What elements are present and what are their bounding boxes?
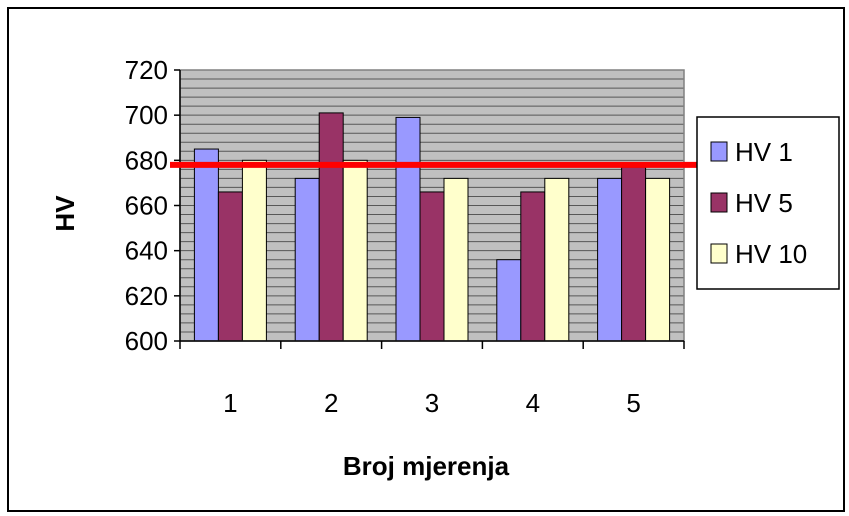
legend-label: HV 5 <box>735 188 793 218</box>
y-tick-label: 720 <box>125 55 168 85</box>
bar <box>645 177 671 342</box>
x-tick-label: 4 <box>526 388 540 418</box>
x-tick-label: 3 <box>425 388 439 418</box>
bar <box>241 159 267 342</box>
legend-swatch <box>710 192 728 213</box>
legend-swatch <box>710 243 728 264</box>
axes <box>174 69 685 349</box>
x-tick-label: 5 <box>626 388 640 418</box>
legend-label: HV 10 <box>735 239 807 269</box>
y-tick-label: 600 <box>125 326 168 356</box>
y-tick-label: 620 <box>125 281 168 311</box>
bar <box>294 177 320 342</box>
y-tick-labels: 600 620 640 660 680 700 720 <box>125 55 168 356</box>
bar <box>193 148 219 342</box>
bar <box>342 159 368 342</box>
bar <box>621 166 647 342</box>
bar <box>597 177 623 342</box>
bar <box>443 177 469 342</box>
bar <box>419 191 445 342</box>
bars <box>193 112 671 342</box>
legend-swatch <box>710 141 728 162</box>
bar <box>318 112 344 342</box>
bar <box>395 116 421 342</box>
x-tick-label: 1 <box>223 388 237 418</box>
y-axis-title: HV <box>50 195 80 232</box>
x-tick-labels: 1 2 3 4 5 <box>223 388 641 418</box>
y-tick-label: 640 <box>125 236 168 266</box>
legend-label: HV 1 <box>735 137 793 167</box>
y-tick-label: 660 <box>125 191 168 221</box>
y-tick-label: 680 <box>125 145 168 175</box>
bar <box>496 259 522 342</box>
bar <box>520 191 546 342</box>
y-tick-label: 700 <box>125 100 168 130</box>
x-axis-title: Broj mjerenja <box>343 451 510 481</box>
bar <box>544 177 570 342</box>
legend: HV 1 HV 5 HV 10 <box>696 116 840 290</box>
x-tick-label: 2 <box>324 388 338 418</box>
bar <box>217 191 243 342</box>
